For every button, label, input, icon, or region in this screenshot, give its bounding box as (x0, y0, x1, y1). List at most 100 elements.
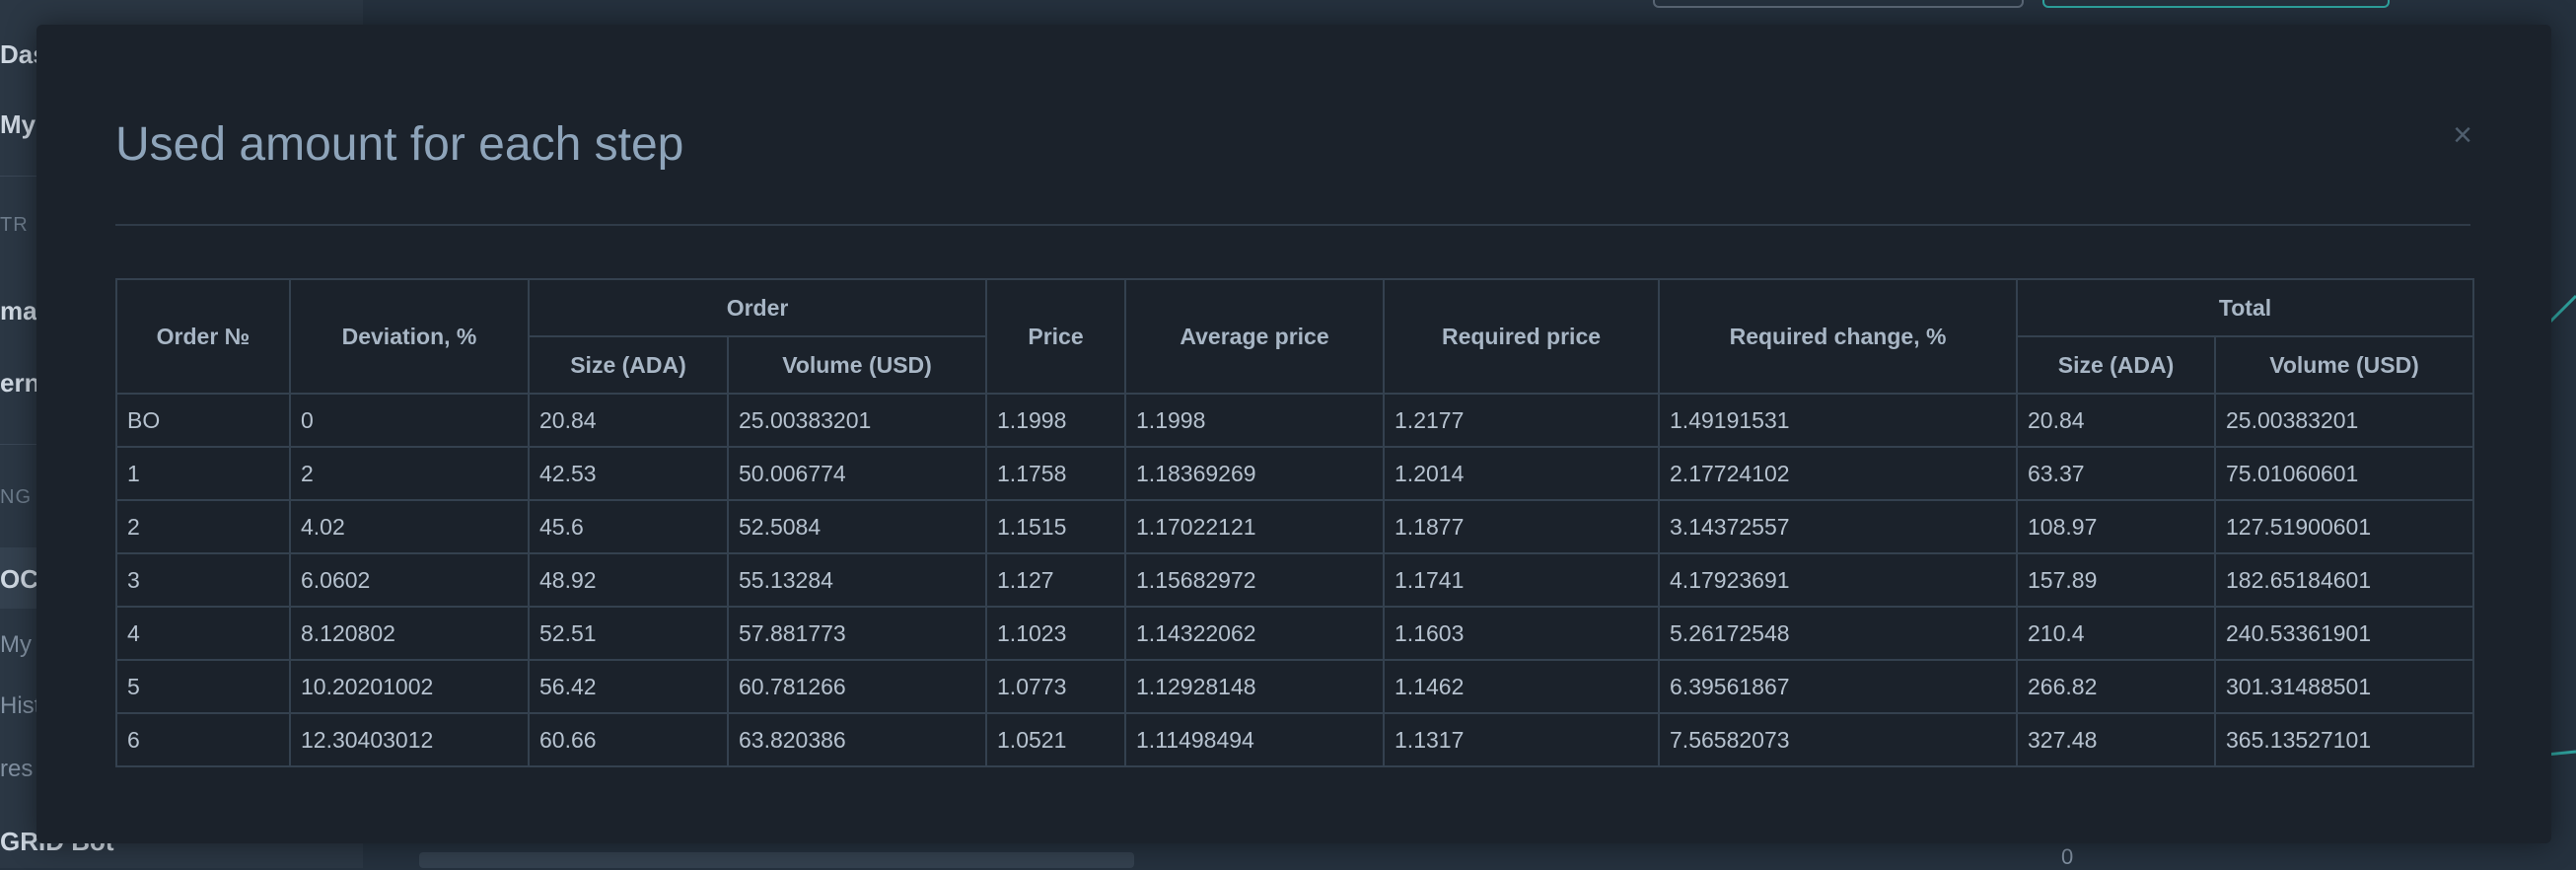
table-row: 6 12.30403012 60.66 63.820386 1.0521 1.1… (115, 712, 2475, 767)
cell-order-volume: 55.13284 (726, 552, 988, 608)
header-price: Price (985, 278, 1127, 395)
table-row: 5 10.20201002 56.42 60.781266 1.0773 1.1… (115, 659, 2475, 714)
modal-title: Used amount for each step (115, 118, 684, 171)
cell-deviation: 0 (289, 393, 530, 448)
cell-order-no: 1 (115, 446, 291, 501)
background-tab-bar (419, 852, 1134, 868)
cell-required-price: 1.1317 (1383, 712, 1661, 767)
cell-total-size: 20.84 (2016, 393, 2217, 448)
background-axis-label: 0 (2061, 844, 2074, 869)
cell-required-change: 1.49191531 (1658, 393, 2019, 448)
cell-price: 1.1515 (985, 499, 1127, 554)
header-total-size: Size (ADA) (2016, 335, 2217, 395)
header-required-price: Required price (1383, 278, 1661, 395)
cell-required-change: 3.14372557 (1658, 499, 2019, 554)
cell-required-price: 1.1741 (1383, 552, 1661, 608)
cell-total-size: 108.97 (2016, 499, 2217, 554)
cell-order-no: 3 (115, 552, 291, 608)
cell-total-volume: 301.31488501 (2214, 659, 2475, 714)
cell-order-size: 56.42 (528, 659, 729, 714)
cell-order-no: 4 (115, 606, 291, 661)
cell-price: 1.1023 (985, 606, 1127, 661)
cell-deviation: 10.20201002 (289, 659, 530, 714)
cell-price: 1.1758 (985, 446, 1127, 501)
cell-required-change: 6.39561867 (1658, 659, 2019, 714)
cell-order-volume: 52.5084 (726, 499, 988, 554)
cell-order-size: 48.92 (528, 552, 729, 608)
cell-total-volume: 240.53361901 (2214, 606, 2475, 661)
cell-total-volume: 127.51900601 (2214, 499, 2475, 554)
cell-price: 1.0773 (985, 659, 1127, 714)
cell-order-size: 52.51 (528, 606, 729, 661)
sidebar-section-label: NG (0, 486, 32, 508)
cell-order-no: BO (115, 393, 291, 448)
table-row: 2 4.02 45.6 52.5084 1.1515 1.17022121 1.… (115, 499, 2475, 554)
table-row: BO 0 20.84 25.00383201 1.1998 1.1998 1.2… (115, 393, 2475, 448)
cell-required-price: 1.1877 (1383, 499, 1661, 554)
cell-required-price: 1.2014 (1383, 446, 1661, 501)
cell-order-size: 20.84 (528, 393, 729, 448)
sidebar-item-my[interactable]: My (0, 109, 36, 139)
cell-order-size: 60.66 (528, 712, 729, 767)
header-order-size: Size (ADA) (528, 335, 729, 395)
header-required-change: Required change, % (1658, 278, 2019, 395)
cell-total-size: 63.37 (2016, 446, 2217, 501)
header-primary-button[interactable] (2042, 0, 2390, 8)
sidebar-subitem-presets[interactable]: res (0, 756, 34, 782)
cell-average-price: 1.17022121 (1124, 499, 1386, 554)
cell-order-volume: 60.781266 (726, 659, 988, 714)
cell-average-price: 1.18369269 (1124, 446, 1386, 501)
header-order-volume: Volume (USD) (726, 335, 988, 395)
cell-total-size: 327.48 (2016, 712, 2217, 767)
header-total-group: Total (2016, 278, 2475, 337)
table-row: 4 8.120802 52.51 57.881773 1.1023 1.1432… (115, 606, 2475, 661)
cell-total-volume: 75.01060601 (2214, 446, 2475, 501)
cell-total-volume: 365.13527101 (2214, 712, 2475, 767)
cell-order-no: 5 (115, 659, 291, 714)
cell-average-price: 1.11498494 (1124, 712, 1386, 767)
cell-deviation: 12.30403012 (289, 712, 530, 767)
cell-deviation: 4.02 (289, 499, 530, 554)
sidebar-item-ma[interactable]: ma (0, 296, 37, 326)
cell-order-no: 2 (115, 499, 291, 554)
cell-total-volume: 25.00383201 (2214, 393, 2475, 448)
cell-order-volume: 63.820386 (726, 712, 988, 767)
used-amount-modal: Used amount for each step × Order № Devi… (36, 25, 2551, 843)
cell-deviation: 2 (289, 446, 530, 501)
steps-table: Order № Deviation, % Order Price Average… (115, 278, 2475, 767)
cell-average-price: 1.1998 (1124, 393, 1386, 448)
table-row: 3 6.0602 48.92 55.13284 1.127 1.15682972… (115, 552, 2475, 608)
sidebar-section-label: TR (0, 214, 29, 236)
sidebar-item-ern[interactable]: ern (0, 368, 40, 398)
cell-total-size: 210.4 (2016, 606, 2217, 661)
cell-required-price: 1.1462 (1383, 659, 1661, 714)
cell-average-price: 1.15682972 (1124, 552, 1386, 608)
cell-average-price: 1.12928148 (1124, 659, 1386, 714)
cell-order-volume: 50.006774 (726, 446, 988, 501)
header-button[interactable] (1653, 0, 2024, 8)
cell-deviation: 6.0602 (289, 552, 530, 608)
cell-order-no: 6 (115, 712, 291, 767)
cell-average-price: 1.14322062 (1124, 606, 1386, 661)
cell-required-change: 2.17724102 (1658, 446, 2019, 501)
sidebar-subitem-history[interactable]: Hist (0, 692, 41, 719)
cell-price: 1.1998 (985, 393, 1127, 448)
cell-required-price: 1.1603 (1383, 606, 1661, 661)
cell-required-change: 5.26172548 (1658, 606, 2019, 661)
cell-price: 1.0521 (985, 712, 1127, 767)
close-icon[interactable]: × (2453, 116, 2472, 154)
cell-total-size: 266.82 (2016, 659, 2217, 714)
cell-total-size: 157.89 (2016, 552, 2217, 608)
cell-order-volume: 57.881773 (726, 606, 988, 661)
header-total-volume: Volume (USD) (2214, 335, 2475, 395)
cell-deviation: 8.120802 (289, 606, 530, 661)
cell-required-price: 1.2177 (1383, 393, 1661, 448)
header-deviation: Deviation, % (289, 278, 530, 395)
cell-order-size: 45.6 (528, 499, 729, 554)
cell-required-change: 4.17923691 (1658, 552, 2019, 608)
cell-order-size: 42.53 (528, 446, 729, 501)
header-order-no: Order № (115, 278, 291, 395)
cell-order-volume: 25.00383201 (726, 393, 988, 448)
table-row: 1 2 42.53 50.006774 1.1758 1.18369269 1.… (115, 446, 2475, 501)
cell-total-volume: 182.65184601 (2214, 552, 2475, 608)
